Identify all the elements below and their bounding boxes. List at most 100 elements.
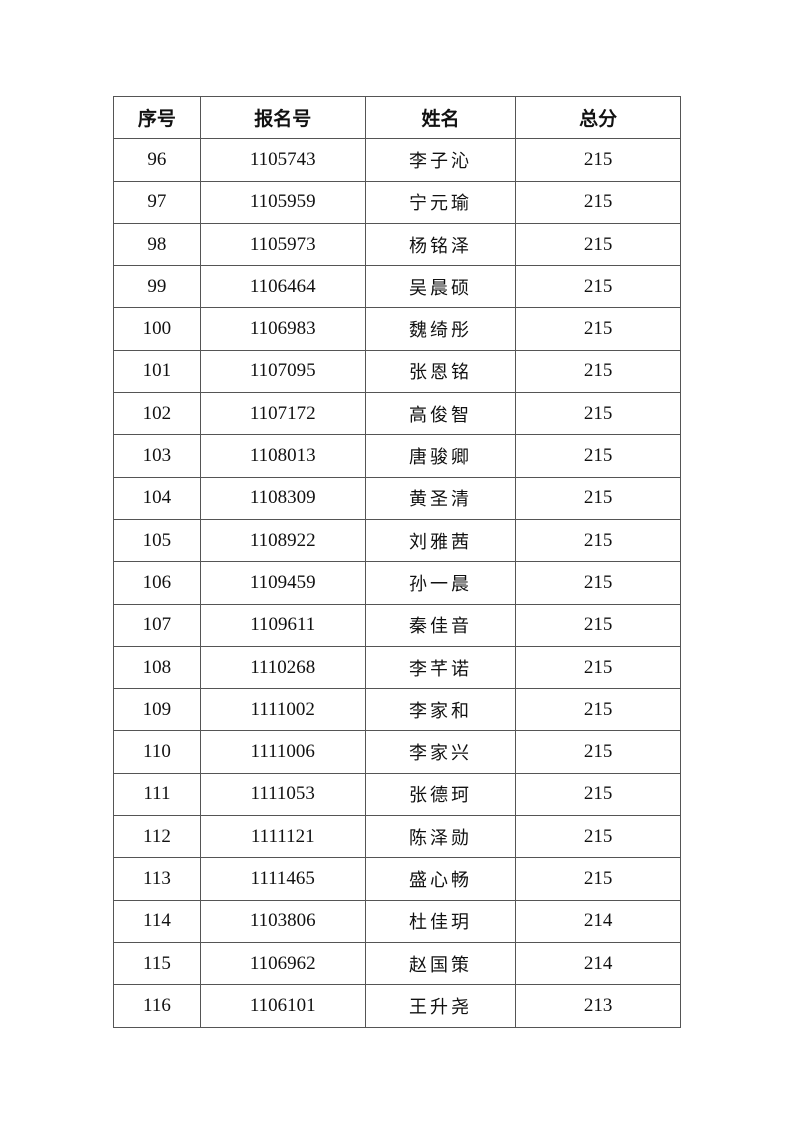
cell-registration-no: 1110268 [199,645,366,690]
cell-total-score: 215 [515,138,681,182]
cell-registration-no: 1111006 [199,730,366,774]
cell-name: 李芊诺 [364,645,517,690]
cell-index: 99 [113,265,201,309]
table-row: 108 1110268 李芊诺 215 [113,645,681,690]
cell-total-score: 214 [515,899,681,943]
cell-total-score: 213 [515,984,681,1028]
header-name: 姓名 [364,95,517,140]
cell-name: 杜佳玥 [364,899,517,943]
cell-index: 115 [113,941,201,986]
cell-total-score: 215 [515,645,681,690]
cell-index: 97 [113,180,201,224]
cell-name: 盛心畅 [364,857,517,901]
cell-index: 105 [113,518,201,563]
header-row: 序号 报名号 姓名 总分 [113,95,681,140]
cell-name: 张德珂 [364,772,517,817]
cell-index: 109 [113,688,201,732]
cell-registration-no: 1111002 [199,688,366,732]
cell-registration-no: 1106962 [199,941,366,986]
cell-name: 王升尧 [364,984,517,1028]
table-row: 98 1105973 杨铭泽 215 [113,222,681,267]
table-row: 96 1105743 李子沁 215 [113,138,681,182]
table-row: 107 1109611 秦佳音 215 [113,603,681,647]
cell-total-score: 215 [515,476,681,520]
table-row: 113 1111465 盛心畅 215 [113,857,681,901]
cell-registration-no: 1105743 [199,138,366,182]
cell-registration-no: 1111121 [199,815,366,859]
cell-index: 100 [113,307,201,351]
cell-registration-no: 1108013 [199,434,366,478]
cell-registration-no: 1111053 [199,772,366,817]
cell-index: 102 [113,392,201,436]
cell-total-score: 215 [515,265,681,309]
cell-name: 高俊智 [364,392,517,436]
table-row: 101 1107095 张恩铭 215 [113,349,681,394]
cell-registration-no: 1106464 [199,265,366,309]
header-registration-no: 报名号 [199,95,366,140]
cell-index: 108 [113,645,201,690]
cell-registration-no: 1106983 [199,307,366,351]
cell-registration-no: 1105959 [199,180,366,224]
cell-name: 宁元瑜 [364,180,517,224]
table-row: 109 1111002 李家和 215 [113,688,681,732]
cell-total-score: 215 [515,392,681,436]
cell-index: 96 [113,138,201,182]
cell-registration-no: 1107095 [199,349,366,394]
cell-total-score: 215 [515,772,681,817]
cell-name: 赵国策 [364,941,517,986]
cell-index: 101 [113,349,201,394]
cell-total-score: 215 [515,349,681,394]
table-row: 102 1107172 高俊智 215 [113,392,681,436]
cell-total-score: 215 [515,603,681,647]
cell-name: 秦佳音 [364,603,517,647]
cell-name: 刘雅茜 [364,518,517,563]
cell-index: 116 [113,984,201,1028]
table-row: 104 1108309 黄圣清 215 [113,476,681,520]
cell-index: 111 [113,772,201,817]
table-row: 105 1108922 刘雅茜 215 [113,518,681,563]
cell-total-score: 214 [515,941,681,986]
cell-registration-no: 1111465 [199,857,366,901]
cell-index: 106 [113,561,201,605]
cell-name: 张恩铭 [364,349,517,394]
cell-total-score: 215 [515,857,681,901]
table-row: 110 1111006 李家兴 215 [113,730,681,774]
header-total-score: 总分 [515,95,681,140]
cell-name: 李家兴 [364,730,517,774]
cell-name: 孙一晨 [364,561,517,605]
table-row: 112 1111121 陈泽勋 215 [113,815,681,859]
cell-total-score: 215 [515,730,681,774]
cell-name: 吴晨硕 [364,265,517,309]
cell-total-score: 215 [515,434,681,478]
cell-registration-no: 1109459 [199,561,366,605]
table-row: 106 1109459 孙一晨 215 [113,561,681,605]
cell-total-score: 215 [515,688,681,732]
cell-name: 李家和 [364,688,517,732]
table-row: 114 1103806 杜佳玥 214 [113,899,681,943]
cell-registration-no: 1109611 [199,603,366,647]
cell-name: 李子沁 [364,138,517,182]
cell-total-score: 215 [515,307,681,351]
score-table: 序号 报名号 姓名 总分 96 1105743 李子沁 215 97 1105959 宁元瑜… [113,95,681,1028]
cell-index: 110 [113,730,201,774]
table-row: 99 1106464 吴晨硕 215 [113,265,681,309]
cell-name: 魏绮彤 [364,307,517,351]
header-index: 序号 [113,95,201,140]
cell-name: 杨铭泽 [364,222,517,267]
cell-index: 114 [113,899,201,943]
cell-registration-no: 1105973 [199,222,366,267]
table-row: 115 1106962 赵国策 214 [113,941,681,986]
table-row: 100 1106983 魏绮彤 215 [113,307,681,351]
table-row: 116 1106101 王升尧 213 [113,984,681,1028]
cell-total-score: 215 [515,815,681,859]
cell-index: 113 [113,857,201,901]
cell-total-score: 215 [515,561,681,605]
table-row: 97 1105959 宁元瑜 215 [113,180,681,224]
cell-index: 112 [113,815,201,859]
cell-registration-no: 1103806 [199,899,366,943]
cell-registration-no: 1107172 [199,392,366,436]
cell-index: 103 [113,434,201,478]
cell-name: 陈泽勋 [364,815,517,859]
table-row: 111 1111053 张德珂 215 [113,772,681,817]
cell-registration-no: 1108309 [199,476,366,520]
